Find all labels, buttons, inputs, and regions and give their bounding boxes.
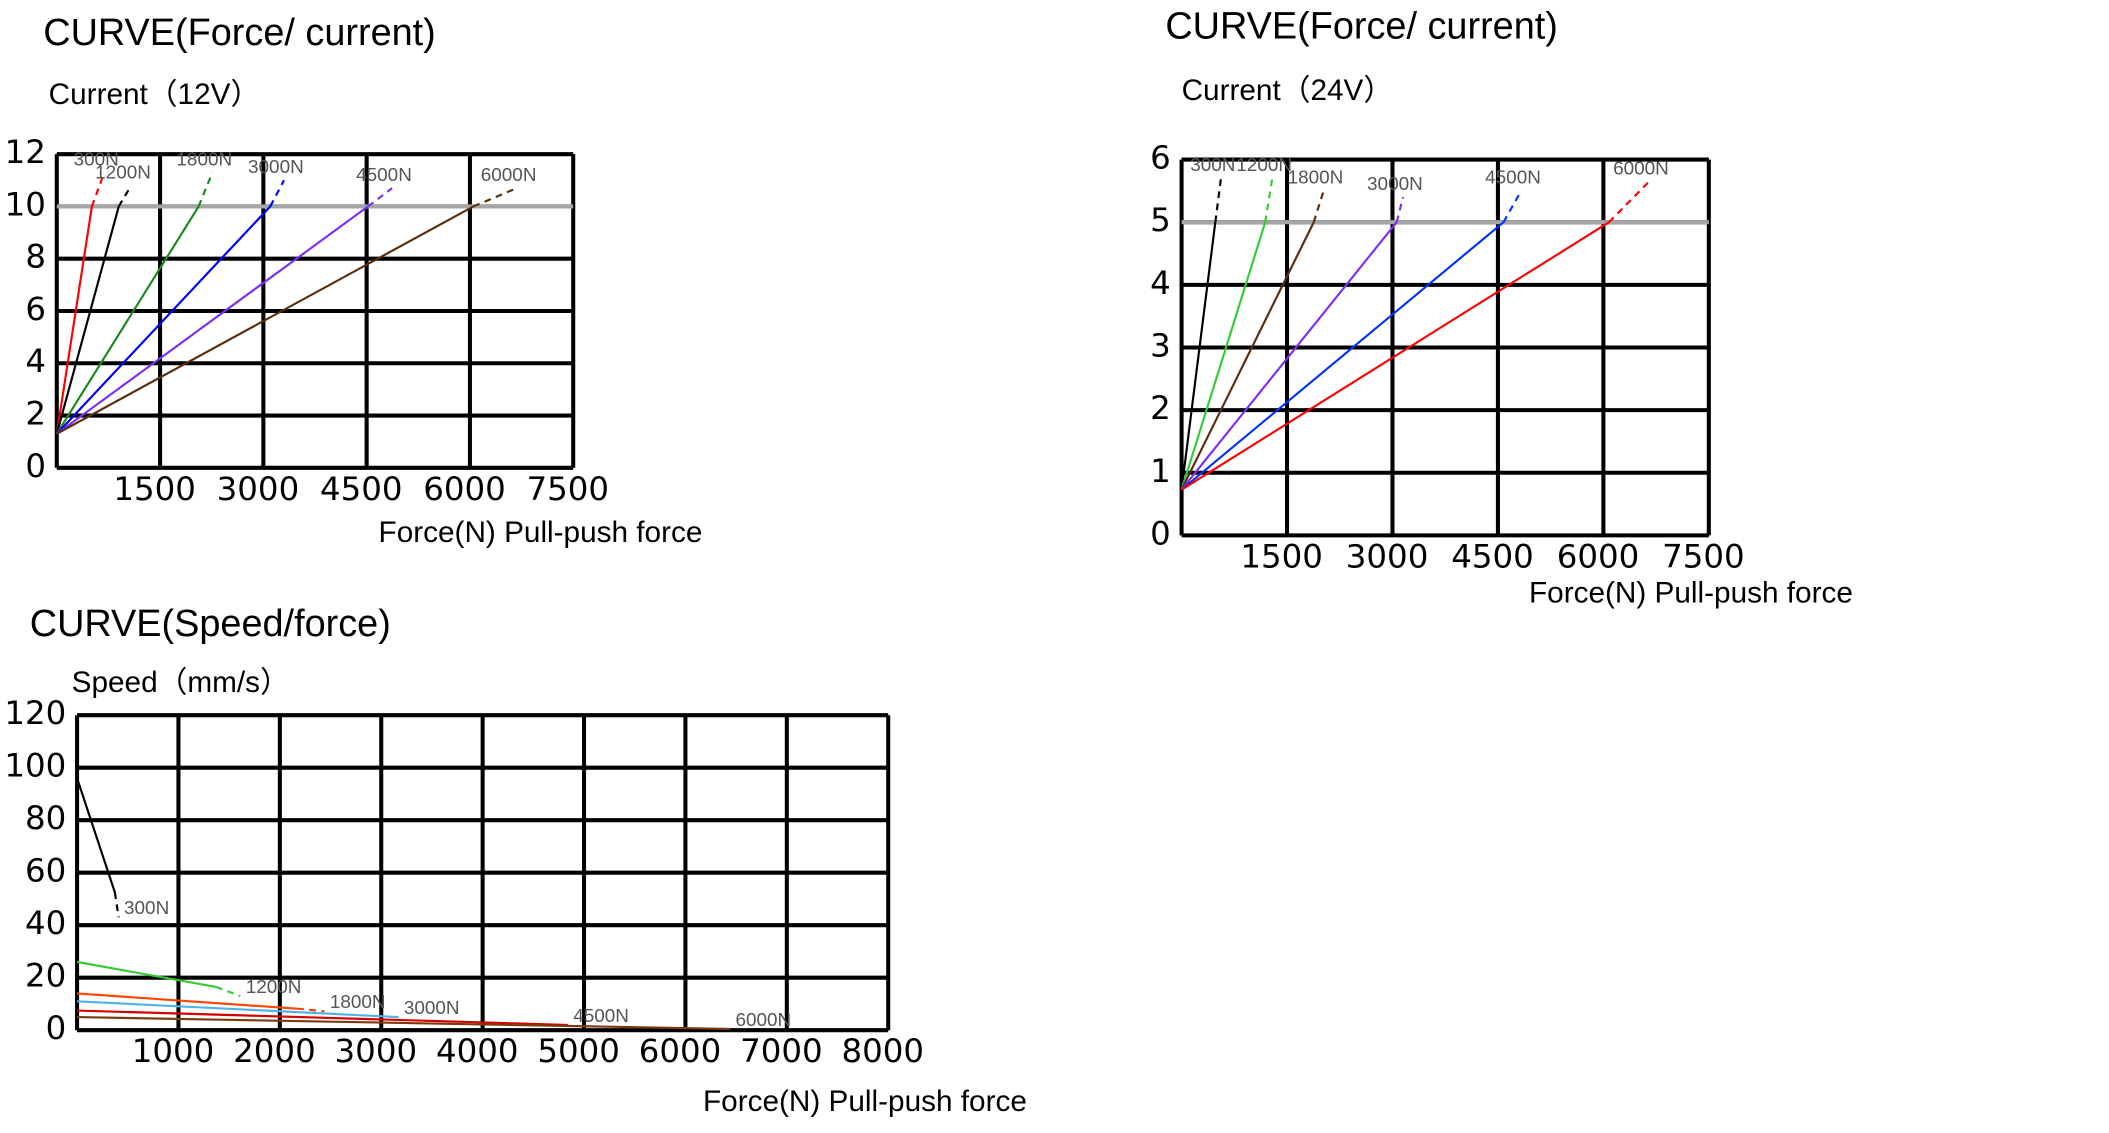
series-line <box>55 179 285 435</box>
x-axis-label: Force(N) Pull-push force <box>703 1085 1027 1118</box>
y-axis-label: Current（12V） <box>49 78 261 111</box>
series-label: 6000N <box>1613 158 1669 179</box>
series-label: 1800N <box>1288 168 1344 189</box>
y-tick-label: 2 <box>1150 389 1171 427</box>
series-label: 4500N <box>1485 168 1541 189</box>
series-line <box>1180 196 1405 491</box>
series-label: 6000N <box>481 165 537 186</box>
series-label: 1200N <box>246 977 302 998</box>
series-line <box>55 172 214 435</box>
series-label: 3000N <box>248 157 304 178</box>
x-tick-label: 5000 <box>537 1032 620 1070</box>
series-label: 300N <box>1190 155 1235 176</box>
y-tick-label: 1 <box>1150 452 1171 490</box>
series-line <box>1180 178 1274 491</box>
chart-title: CURVE(Force/ current) <box>1165 5 1558 47</box>
y-tick-label: 4 <box>1150 264 1171 302</box>
series-line <box>77 1009 568 1027</box>
series-label: 6000N <box>735 1010 791 1031</box>
x-tick-label: 6000 <box>1557 537 1640 575</box>
series-label: 1800N <box>330 992 386 1013</box>
y-tick-label: 6 <box>25 290 46 328</box>
series-label: 3000N <box>1367 174 1423 195</box>
y-tick-label: 4 <box>25 342 46 380</box>
x-tick-label: 1500 <box>1240 537 1323 575</box>
series-label: 4500N <box>573 1006 629 1027</box>
x-axis-label: Force(N) Pull-push force <box>1529 577 1853 610</box>
x-axis-label: Force(N) Pull-push force <box>379 516 703 549</box>
y-tick-label: 100 <box>4 747 66 785</box>
x-tick-label: 3000 <box>217 470 300 508</box>
series-line <box>1180 178 1223 490</box>
series-line <box>1180 190 1325 491</box>
x-tick-label: 4500 <box>320 470 403 508</box>
y-tick-label: 0 <box>1150 514 1171 552</box>
y-tick-label: 8 <box>25 238 46 276</box>
y-axis-label: Current（24V） <box>1182 74 1394 107</box>
series-line <box>56 187 393 435</box>
series-line <box>77 1000 399 1019</box>
series-line <box>55 184 133 435</box>
chart-title: CURVE(Force/ current) <box>43 12 436 54</box>
x-tick-label: 3000 <box>1346 537 1429 575</box>
series-line <box>1181 180 1650 491</box>
x-tick-label: 8000 <box>842 1032 925 1070</box>
series-label: 1800N <box>176 149 232 170</box>
y-tick-label: 60 <box>25 852 66 890</box>
series-line <box>55 172 106 434</box>
y-tick-label: 0 <box>46 1009 67 1047</box>
y-tick-label: 5 <box>1150 201 1171 239</box>
x-tick-label: 6000 <box>639 1032 722 1070</box>
series-line <box>76 992 325 1013</box>
series-label: 1200N <box>95 162 151 183</box>
y-tick-label: 2 <box>25 395 46 433</box>
x-tick-label: 6000 <box>423 470 506 508</box>
series-label: 1200N <box>1236 155 1292 176</box>
series-line <box>76 960 241 998</box>
series-line <box>1180 190 1523 491</box>
series-label: 4500N <box>356 165 412 186</box>
x-tick-label: 7000 <box>740 1032 823 1070</box>
y-axis-label: Speed（mm/s） <box>72 666 290 699</box>
x-tick-label: 1000 <box>132 1032 215 1070</box>
x-tick-label: 7500 <box>527 470 610 508</box>
series-label: 300N <box>74 149 119 170</box>
x-tick-label: 7500 <box>1662 537 1745 575</box>
y-tick-label: 10 <box>5 185 46 223</box>
x-tick-label: 3000 <box>335 1032 418 1070</box>
y-tick-label: 20 <box>25 957 66 995</box>
y-tick-label: 40 <box>25 904 66 942</box>
chart-title: CURVE(Speed/force) <box>30 603 391 645</box>
series-label: 3000N <box>404 998 460 1019</box>
y-tick-label: 6 <box>1150 139 1171 177</box>
y-tick-label: 120 <box>4 694 66 732</box>
x-tick-label: 4500 <box>1451 537 1534 575</box>
y-tick-label: 80 <box>25 799 66 837</box>
series-line <box>56 187 518 435</box>
series-label: 300N <box>124 898 169 919</box>
series-line <box>76 777 120 918</box>
x-tick-label: 4000 <box>436 1032 519 1070</box>
x-tick-label: 2000 <box>233 1032 316 1070</box>
y-tick-label: 3 <box>1150 326 1171 364</box>
y-tick-label: 0 <box>25 447 46 485</box>
series-line <box>77 1016 731 1030</box>
y-tick-label: 12 <box>5 133 46 171</box>
x-tick-label: 1500 <box>113 470 196 508</box>
